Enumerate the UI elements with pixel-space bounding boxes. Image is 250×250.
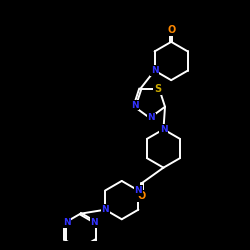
Text: O: O <box>138 191 146 201</box>
Text: N: N <box>63 218 70 227</box>
Text: N: N <box>90 218 98 227</box>
Text: O: O <box>167 25 175 35</box>
Text: N: N <box>151 66 158 75</box>
Text: N: N <box>131 101 138 110</box>
Text: N: N <box>160 125 167 134</box>
Text: N: N <box>148 114 155 122</box>
Text: S: S <box>154 84 161 94</box>
Text: N: N <box>101 205 109 214</box>
Text: N: N <box>134 186 142 195</box>
